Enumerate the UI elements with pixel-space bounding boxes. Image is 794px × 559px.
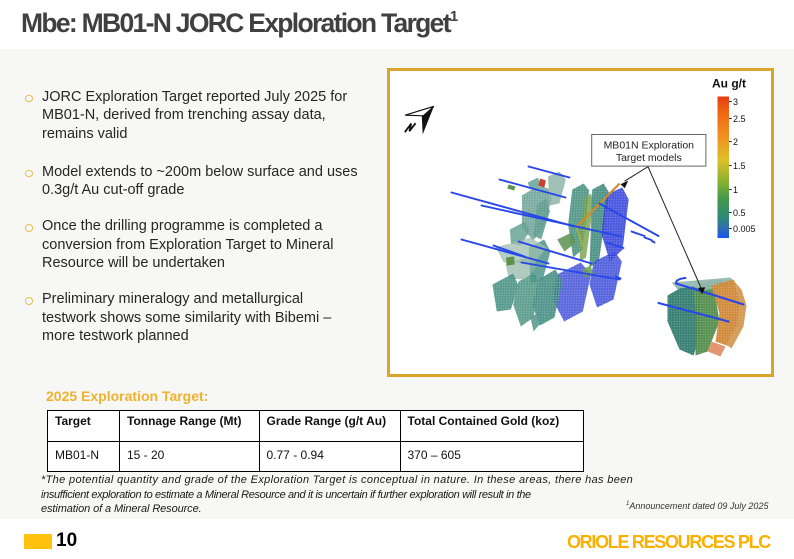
svg-text:MB01N Exploration: MB01N Exploration	[604, 140, 695, 152]
svg-text:2: 2	[733, 137, 738, 147]
svg-text:0.005: 0.005	[733, 224, 756, 234]
svg-text:Au g/t: Au g/t	[712, 77, 746, 91]
svg-text:3: 3	[733, 97, 738, 107]
svg-text:1: 1	[733, 185, 738, 195]
svg-text:2.5: 2.5	[733, 114, 746, 124]
svg-text:0.5: 0.5	[733, 208, 746, 218]
svg-text:1.5: 1.5	[733, 161, 746, 171]
svg-text:Target models: Target models	[616, 152, 682, 164]
